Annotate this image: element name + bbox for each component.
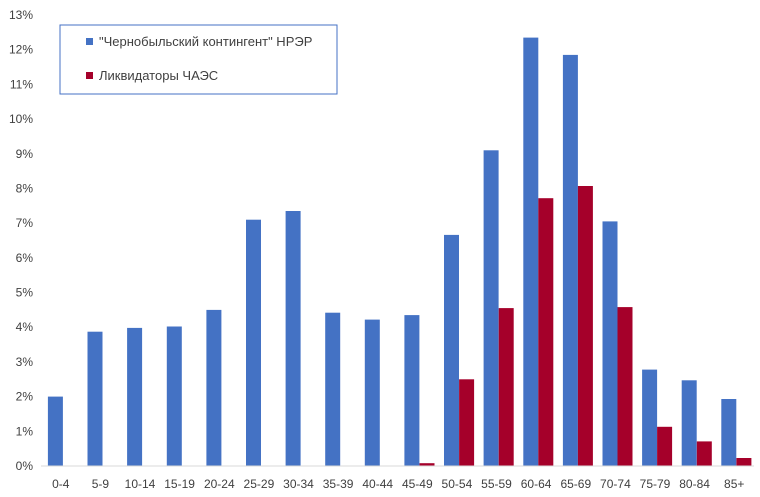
- x-axis: 0-4 5-9 10-14 15-19 20-24 25-29 30-34 35-39 40-4…: [52, 477, 744, 491]
- bar-chernobyl-contingent-45-49: [404, 315, 420, 466]
- x-tick-label: 40-44: [362, 477, 393, 491]
- bar-liquidators-75-79: [657, 426, 673, 466]
- legend-label-chernobyl-contingent: "Чернобыльский контингент" НРЭР: [99, 34, 312, 49]
- bars-group: [47, 37, 752, 467]
- y-tick-label: 0%: [16, 459, 34, 473]
- x-tick-label: 65-69: [560, 477, 591, 491]
- x-tick-label: 70-74: [600, 477, 631, 491]
- y-tick-label: 2%: [16, 390, 34, 404]
- bar-chernobyl-contingent-35-39: [325, 312, 341, 466]
- bar-chernobyl-contingent-30-34: [285, 211, 301, 466]
- bar-chernobyl-contingent-20-24: [206, 309, 222, 466]
- legend-swatch-chernobyl-contingent: [86, 38, 93, 45]
- x-tick-label: 75-79: [640, 477, 671, 491]
- legend: "Чернобыльский контингент" НРЭР Ликвидат…: [59, 24, 338, 95]
- bar-chernobyl-contingent-5-9: [87, 331, 103, 466]
- x-tick-label: 80-84: [679, 477, 710, 491]
- x-tick-label: 0-4: [52, 477, 70, 491]
- bar-liquidators-45-49: [419, 463, 435, 466]
- y-tick-label: 7%: [16, 216, 34, 230]
- x-tick-label: 85+: [724, 477, 744, 491]
- bar-chernobyl-contingent-70-74: [602, 221, 618, 466]
- bar-chernobyl-contingent-75-79: [642, 369, 658, 466]
- y-axis: 0% 1% 2% 3% 4% 5% 6% 7% 8% 9% 10% 11% 12% 13%: [9, 8, 33, 473]
- x-tick-label: 60-64: [521, 477, 552, 491]
- bar-chernobyl-contingent-10-14: [127, 327, 143, 466]
- bar-chernobyl-contingent-65-69: [562, 54, 578, 467]
- y-tick-label: 13%: [9, 8, 33, 22]
- bar-chernobyl-contingent-55-59: [483, 150, 499, 467]
- bar-liquidators-65-69: [577, 186, 593, 466]
- bar-chernobyl-contingent-80-84: [681, 380, 697, 466]
- y-tick-label: 9%: [16, 147, 34, 161]
- y-tick-label: 3%: [16, 355, 34, 369]
- y-tick-label: 10%: [9, 112, 33, 126]
- y-tick-label: 4%: [16, 320, 34, 334]
- bar-chernobyl-contingent-50-54: [444, 234, 459, 466]
- bar-chernobyl-contingent-15-19: [166, 326, 182, 466]
- legend-label-liquidators: Ликвидаторы ЧАЭС: [99, 68, 218, 83]
- bar-chernobyl-contingent-40-44: [364, 319, 380, 466]
- y-tick-label: 6%: [16, 251, 34, 265]
- bar-chernobyl-contingent-25-29: [246, 219, 261, 466]
- y-tick-label: 5%: [16, 286, 34, 300]
- bar-chernobyl-contingent-60-64: [523, 37, 539, 466]
- y-tick-label: 11%: [10, 77, 33, 91]
- x-tick-label: 55-59: [481, 477, 512, 491]
- bar-chernobyl-contingent-85+: [721, 399, 737, 466]
- x-tick-label: 25-29: [244, 477, 275, 491]
- bar-chernobyl-contingent-0-4: [47, 396, 63, 466]
- x-tick-label: 45-49: [402, 477, 433, 491]
- x-tick-label: 10-14: [125, 477, 156, 491]
- y-tick-label: 1%: [16, 424, 34, 438]
- legend-swatch-liquidators: [86, 72, 93, 79]
- bar-liquidators-80-84: [696, 441, 712, 466]
- bar-liquidators-85+: [736, 458, 752, 466]
- bar-liquidators-55-59: [498, 308, 514, 466]
- y-tick-label: 12%: [9, 43, 33, 57]
- x-tick-label: 30-34: [283, 477, 314, 491]
- bar-liquidators-50-54: [459, 379, 475, 466]
- bar-liquidators-70-74: [617, 307, 633, 466]
- bar-liquidators-60-64: [538, 198, 554, 466]
- x-tick-label: 35-39: [323, 477, 354, 491]
- x-tick-label: 15-19: [164, 477, 195, 491]
- x-tick-label: 20-24: [204, 477, 235, 491]
- x-tick-label: 5-9: [92, 477, 110, 491]
- legend-box: [59, 24, 338, 95]
- y-tick-label: 8%: [16, 181, 34, 195]
- x-tick-label: 50-54: [442, 477, 473, 491]
